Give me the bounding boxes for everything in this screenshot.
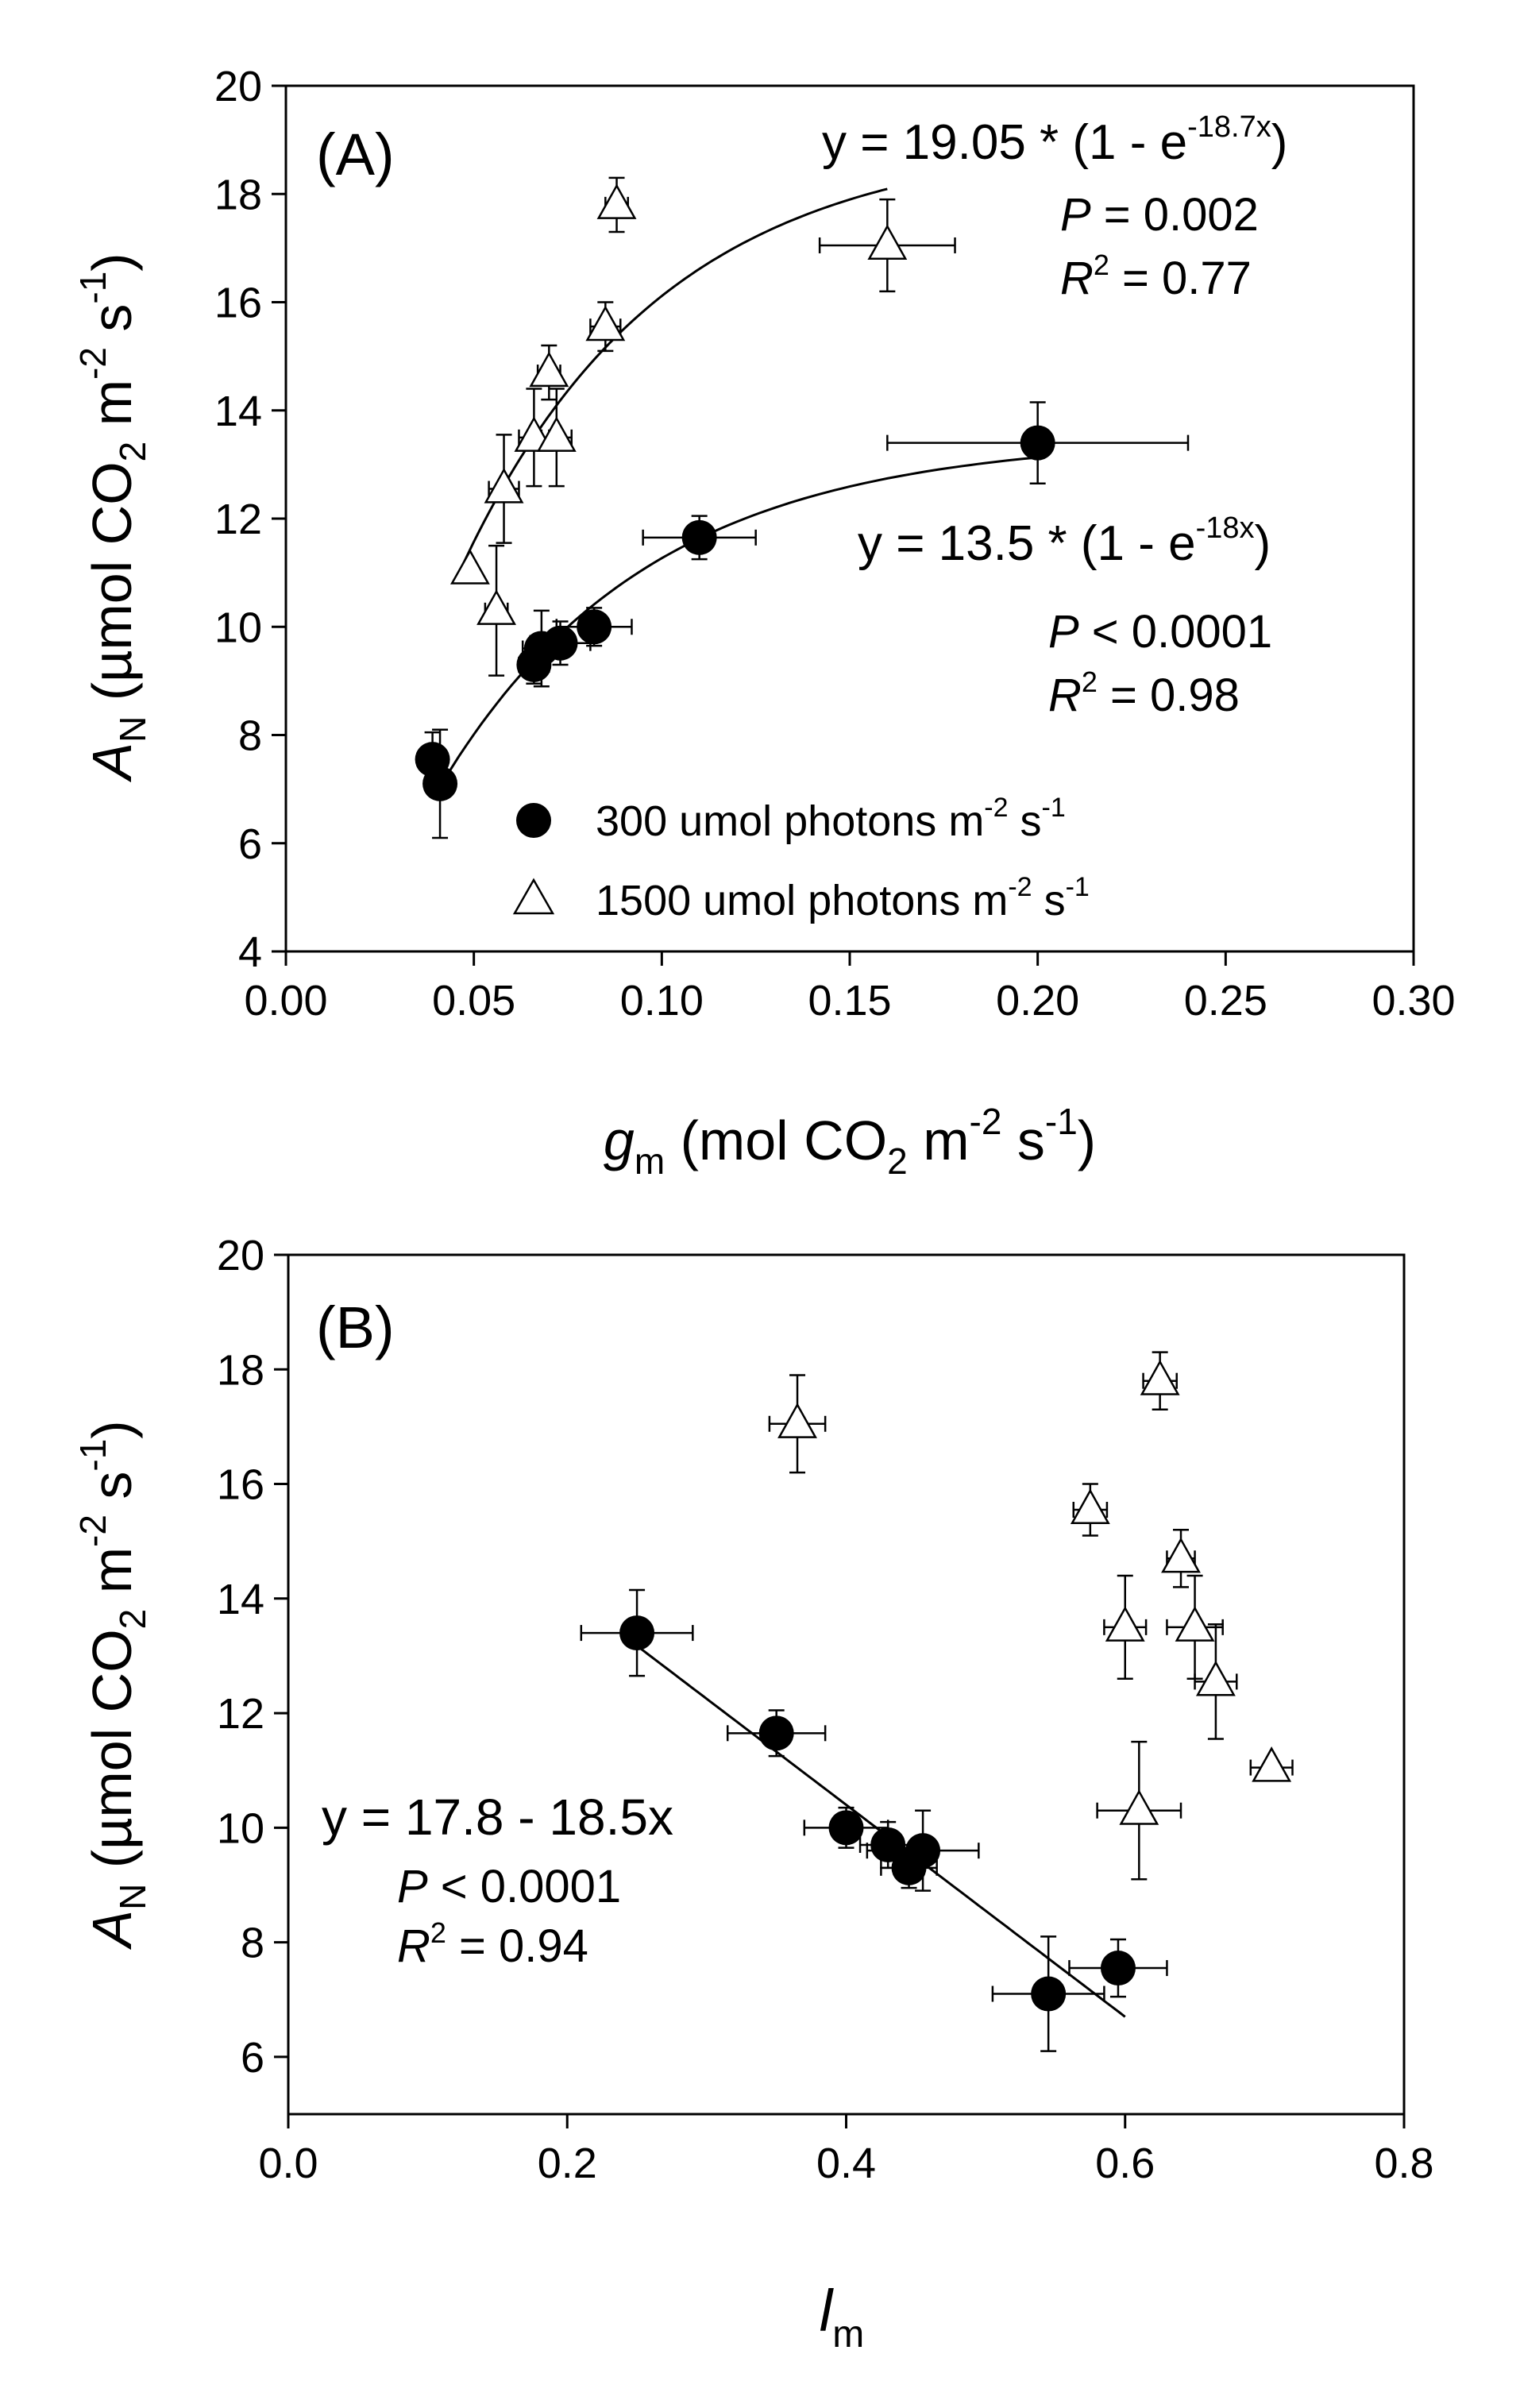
panel-a-x-tick-label: 0.25 (1184, 977, 1267, 1025)
panel-a-x-tick-label: 0.20 (996, 977, 1079, 1025)
panel-b-point-1500 (1195, 1660, 1236, 1696)
panel-a-y-tick-label: 10 (214, 604, 262, 651)
panel-a-point-300 (577, 609, 612, 645)
panel-a-point-1500 (529, 351, 569, 388)
panel-b-point-300 (1100, 1951, 1136, 1986)
panel-b-point-300 (1031, 1976, 1067, 2012)
panel-b-point-1500 (1140, 1360, 1180, 1395)
panel-b-x-tick-label: 0.6 (1095, 2140, 1155, 2187)
legend-triangle-marker (512, 878, 555, 915)
panel-a-point-1500 (484, 467, 524, 504)
panel-a-x-tick-label: 0.00 (244, 977, 327, 1025)
panel-b-y-tick-label: 12 (217, 1690, 264, 1738)
panel-a-y-tick-label: 4 (238, 928, 262, 976)
legend-entry-1500: 1500 umol photons m-2 s-1 (596, 872, 1090, 924)
panel-a-x-tick-label: 0.30 (1371, 977, 1455, 1025)
panel-b-x-tick-label: 0.8 (1374, 2140, 1433, 2187)
panel-b-label: (B) (316, 1295, 395, 1360)
panel-a-p-high: P = 0.002 (1060, 189, 1259, 241)
panel-a-points (415, 183, 1055, 801)
panel-b-x-tick-label: 0.0 (258, 2140, 318, 2187)
panel-a-point-1500 (867, 224, 908, 260)
panel-a-y-tick-label: 12 (214, 496, 262, 543)
panel-a-legend: 300 umol photons m-2 s-1 1500 umol photo… (512, 793, 1090, 924)
panel-b-r2: R2 = 0.94 (397, 1916, 588, 1972)
panel-b-point-300 (619, 1615, 655, 1651)
panel-b-points (619, 1360, 1292, 2012)
panel-b-y-axis-label: AN (µmol CO2 m-2 s-1) (72, 1420, 153, 1950)
panel-b: 6 8 10 12 14 16 18 20 0.0 0.2 0.4 0.6 0.8 (B) y = 1… (72, 1232, 1434, 2356)
panel-a-point-1500 (450, 549, 490, 585)
panel-a-equation-high: y = 19.05 * (1 - e-18.7x) (822, 110, 1287, 170)
panel-b-y-tick-label: 10 (217, 1804, 264, 1852)
legend-circle-marker (516, 803, 551, 838)
panel-b-y-tick-label: 14 (217, 1576, 264, 1623)
panel-a-label: (A) (316, 122, 395, 187)
panel-a-p-low: P < 0.0001 (1048, 606, 1272, 658)
panel-b-y-tick-label: 18 (217, 1346, 264, 1394)
panel-b-error-bars (580, 1351, 1294, 2052)
panel-a-y-tick-label: 6 (238, 820, 262, 868)
panel-a-point-300 (681, 519, 717, 555)
panel-b-point-300 (828, 1810, 864, 1846)
panel-b-point-1500 (1175, 1606, 1215, 1642)
panel-a-equation-low: y = 13.5 * (1 - e-18x) (858, 511, 1271, 571)
panel-b-point-1500 (1119, 1789, 1159, 1825)
panel-b-x-axis-label: lm (820, 2278, 864, 2356)
panel-a-point-1500 (536, 416, 577, 452)
panel-a-y-tick-label: 8 (238, 712, 262, 760)
panel-a-x-tick-label: 0.15 (808, 977, 891, 1025)
panel-a-y-ticks: 4 6 8 10 12 14 16 18 20 (214, 63, 286, 976)
panel-a-r2-high: R2 = 0.77 (1060, 249, 1252, 304)
panel-b-x-ticks: 0.0 0.2 0.4 0.6 0.8 (258, 2114, 1434, 2187)
panel-a-x-tick-label: 0.10 (620, 977, 704, 1025)
panel-a-point-300 (542, 625, 578, 661)
panel-a-y-axis-label: AN (µmol CO2 m-2 s-1) (72, 253, 153, 782)
panel-b-y-ticks: 6 8 10 12 14 16 18 20 (217, 1232, 288, 2082)
panel-b-x-tick-label: 0.2 (538, 2140, 597, 2187)
panel-b-y-tick-label: 20 (217, 1232, 264, 1279)
panel-a-point-300 (422, 766, 458, 801)
panel-a-x-tick-label: 0.05 (432, 977, 515, 1025)
panel-a-x-axis-label: gm (mol CO2 m-2 s-1) (604, 1101, 1096, 1182)
panel-a-x-ticks: 0.00 0.05 0.10 0.15 0.20 0.25 0.30 (244, 951, 1456, 1025)
panel-b-point-1500 (1105, 1606, 1145, 1642)
panel-b-point-1500 (1161, 1537, 1201, 1573)
panel-a-point-300 (1020, 425, 1055, 461)
panel-a-fit-line-low-light (435, 456, 1038, 794)
panel-b-point-1500 (777, 1403, 817, 1438)
panel-a-r2-low: R2 = 0.98 (1048, 666, 1240, 721)
panel-a: 4 6 8 10 12 14 16 18 20 0.00 0.05 0.10 0.15 0.20 0.25… (72, 63, 1456, 1182)
panel-b-point-300 (870, 1827, 906, 1862)
panel-b-point-300 (905, 1833, 941, 1869)
panel-b-y-tick-label: 16 (217, 1461, 264, 1509)
panel-a-point-1500 (476, 589, 516, 625)
panel-a-point-1500 (585, 305, 626, 342)
panel-a-fit-curves (435, 187, 1038, 794)
panel-b-point-1500 (1252, 1746, 1292, 1782)
panel-a-y-tick-label: 20 (214, 63, 262, 110)
panel-b-p: P < 0.0001 (397, 1861, 621, 1912)
panel-b-x-tick-label: 0.4 (816, 2140, 876, 2187)
panel-a-y-tick-label: 18 (214, 171, 262, 218)
panel-a-y-tick-label: 14 (214, 388, 262, 435)
panel-b-y-tick-label: 8 (241, 1920, 264, 1967)
panel-b-y-tick-label: 6 (241, 2034, 264, 2082)
panel-b-equation: y = 17.8 - 18.5x (322, 1789, 673, 1846)
panel-a-point-1500 (596, 183, 637, 219)
legend-entry-300: 300 umol photons m-2 s-1 (596, 793, 1066, 845)
panel-b-point-1500 (1070, 1488, 1110, 1525)
panel-a-y-tick-label: 16 (214, 280, 262, 327)
panel-b-point-300 (758, 1715, 794, 1751)
